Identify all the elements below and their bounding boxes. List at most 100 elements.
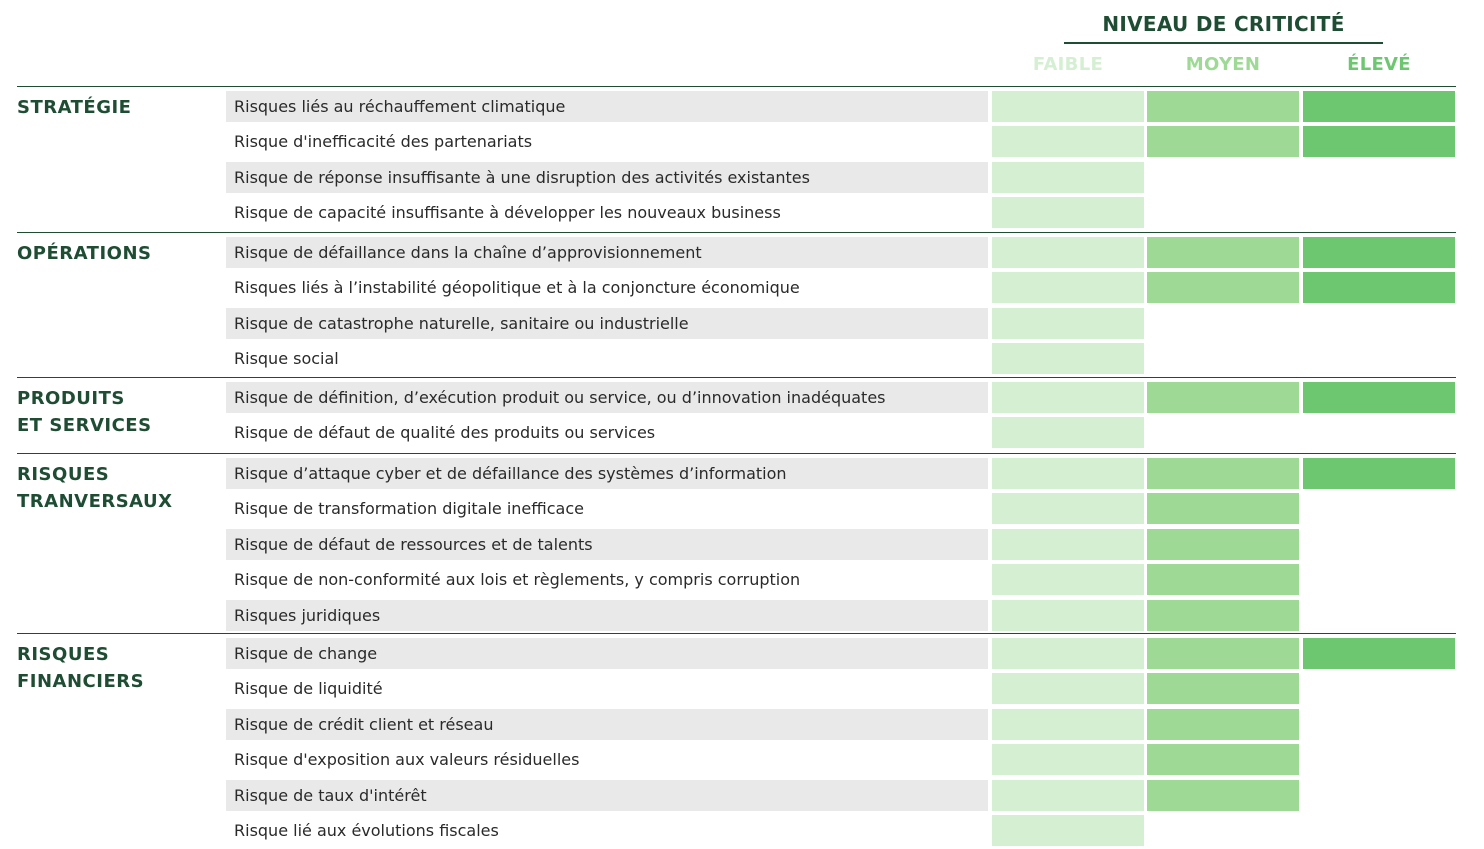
criticality-header-title: NIVEAU DE CRITICITÉ	[1102, 12, 1345, 36]
criticality-cell-faible	[992, 564, 1144, 595]
category-label-line: OPÉRATIONS	[17, 243, 152, 264]
category-label: STRATÉGIE	[17, 94, 217, 121]
level-label-faible: FAIBLE	[1032, 54, 1104, 75]
criticality-cell-faible	[992, 197, 1144, 228]
risk-label: Risque de réponse insuffisante à une dis…	[226, 162, 988, 193]
risk-label: Risques liés au réchauffement climatique	[226, 91, 988, 122]
risk-label: Risques liés à l’instabilité géopolitiqu…	[234, 278, 800, 297]
criticality-cell-moyen	[1147, 780, 1299, 811]
criticality-cell-eleve	[1303, 272, 1455, 303]
risk-label: Risque de définition, d’exécution produi…	[226, 382, 988, 413]
level-label-eleve: ÉLEVÉ	[1347, 54, 1411, 75]
risk-label: Risque d'exposition aux valeurs résiduel…	[234, 750, 580, 769]
risk-row: Risque de change	[0, 638, 1484, 669]
criticality-cell-faible	[992, 638, 1144, 669]
criticality-cell-faible	[992, 308, 1144, 339]
risk-row: Risque de capacité insuffisante à dévelo…	[0, 197, 1484, 228]
criticality-cell-moyen	[1147, 458, 1299, 489]
criticality-cell-moyen	[1147, 709, 1299, 740]
criticality-cell-moyen	[1147, 237, 1299, 268]
risk-row: Risque de taux d'intérêt	[0, 780, 1484, 811]
risk-label: Risque de défaut de ressources et de tal…	[226, 529, 988, 560]
criticality-cell-moyen	[1147, 272, 1299, 303]
criticality-cell-moyen	[1147, 673, 1299, 704]
criticality-cell-faible	[992, 162, 1144, 193]
category-label-line: RISQUES	[17, 464, 110, 485]
risk-row: Risque d'inefficacité des partenariats	[0, 126, 1484, 157]
risk-label: Risque de défaut de qualité des produits…	[234, 423, 656, 442]
criticality-cell-moyen	[1147, 91, 1299, 122]
criticality-cell-faible	[992, 458, 1144, 489]
criticality-cell-faible	[992, 815, 1144, 846]
risk-row: Risque de définition, d’exécution produi…	[0, 382, 1484, 413]
category-label-line: STRATÉGIE	[17, 97, 132, 118]
risk-label: Risque de liquidité	[234, 679, 383, 698]
criticality-cell-moyen	[1147, 744, 1299, 775]
criticality-cell-faible	[992, 529, 1144, 560]
risk-row: Risque de réponse insuffisante à une dis…	[0, 162, 1484, 193]
risk-label: Risque d’attaque cyber et de défaillance…	[226, 458, 988, 489]
criticality-cell-faible	[992, 493, 1144, 524]
section-divider	[17, 633, 1456, 634]
criticality-cell-moyen	[1147, 564, 1299, 595]
risk-row: Risques juridiques	[0, 600, 1484, 631]
risk-label: Risque de change	[226, 638, 988, 669]
risk-row: Risques liés à l’instabilité géopolitiqu…	[0, 272, 1484, 303]
criticality-cell-moyen	[1147, 493, 1299, 524]
risk-label: Risques juridiques	[226, 600, 988, 631]
risk-row: Risque de défaut de ressources et de tal…	[0, 529, 1484, 560]
header-underline	[1064, 42, 1383, 44]
criticality-cell-moyen	[1147, 126, 1299, 157]
level-label-moyen: MOYEN	[1185, 54, 1261, 75]
criticality-cell-moyen	[1147, 600, 1299, 631]
criticality-cell-faible	[992, 237, 1144, 268]
criticality-cell-moyen	[1147, 382, 1299, 413]
category-label-line: PRODUITS	[17, 388, 125, 409]
risk-label: Risque de crédit client et réseau	[226, 709, 988, 740]
category-label-line: FINANCIERS	[17, 671, 145, 692]
risk-label: Risque d'inefficacité des partenariats	[234, 132, 533, 151]
risk-label: Risque de capacité insuffisante à dévelo…	[234, 203, 781, 222]
risk-row: Risque de crédit client et réseau	[0, 709, 1484, 740]
criticality-cell-eleve	[1303, 237, 1455, 268]
risk-label: Risque de défaillance dans la chaîne d’a…	[226, 237, 988, 268]
category-label-line: ET SERVICES	[17, 415, 152, 436]
criticality-cell-eleve	[1303, 458, 1455, 489]
criticality-cell-faible	[992, 272, 1144, 303]
risk-label: Risque lié aux évolutions fiscales	[234, 821, 499, 840]
criticality-cell-faible	[992, 673, 1144, 704]
category-label-line: RISQUES	[17, 644, 110, 665]
criticality-cell-eleve	[1303, 638, 1455, 669]
risk-row: Risque lié aux évolutions fiscales	[0, 815, 1484, 846]
criticality-cell-faible	[992, 744, 1144, 775]
risk-row: Risque social	[0, 343, 1484, 374]
criticality-cell-faible	[992, 600, 1144, 631]
risk-label: Risque de transformation digitale ineffi…	[234, 499, 584, 518]
criticality-cell-moyen	[1147, 529, 1299, 560]
risk-row: Risque de liquidité	[0, 673, 1484, 704]
criticality-cell-faible	[992, 126, 1144, 157]
risk-row: Risque de transformation digitale ineffi…	[0, 493, 1484, 524]
risk-label: Risque de non-conformité aux lois et règ…	[234, 570, 801, 589]
risk-row: Risque de défaillance dans la chaîne d’a…	[0, 237, 1484, 268]
section-divider	[17, 232, 1456, 233]
risk-row: Risque de défaut de qualité des produits…	[0, 417, 1484, 448]
criticality-cell-eleve	[1303, 382, 1455, 413]
criticality-cell-faible	[992, 709, 1144, 740]
category-label: OPÉRATIONS	[17, 240, 217, 267]
risk-row: Risque d’attaque cyber et de défaillance…	[0, 458, 1484, 489]
section-divider	[17, 453, 1456, 454]
risk-label: Risque de taux d'intérêt	[226, 780, 988, 811]
criticality-cell-faible	[992, 780, 1144, 811]
category-label-line: TRANVERSAUX	[17, 491, 173, 512]
category-label: PRODUITS ET SERVICES	[17, 385, 217, 439]
criticality-cell-faible	[992, 91, 1144, 122]
category-label: RISQUES FINANCIERS	[17, 641, 217, 695]
criticality-cell-faible	[992, 382, 1144, 413]
risk-label: Risque social	[234, 349, 339, 368]
risk-label: Risque de catastrophe naturelle, sanitai…	[226, 308, 988, 339]
criticality-cell-faible	[992, 343, 1144, 374]
criticality-cell-eleve	[1303, 126, 1455, 157]
risk-row: Risques liés au réchauffement climatique	[0, 91, 1484, 122]
risk-row: Risque d'exposition aux valeurs résiduel…	[0, 744, 1484, 775]
